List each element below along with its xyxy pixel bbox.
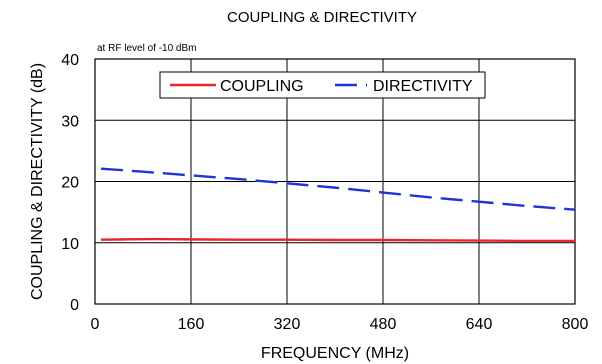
x-tick-label: 0 xyxy=(91,316,100,333)
y-tick-label: 0 xyxy=(70,297,79,314)
x-tick-label: 160 xyxy=(178,316,205,333)
y-tick-label: 10 xyxy=(61,236,79,253)
legend-label-directivity: DIRECTIVITY xyxy=(373,78,473,95)
y-tick-label: 40 xyxy=(61,52,79,69)
y-axis-label: COUPLING & DIRECTIVITY (dB) xyxy=(29,63,46,300)
legend: COUPLING DIRECTIVITY xyxy=(159,71,486,99)
y-tick-label: 20 xyxy=(61,175,79,192)
series-layer xyxy=(100,167,576,243)
plot-area-frame xyxy=(94,58,576,305)
x-tick-label: 640 xyxy=(466,316,493,333)
series-line-directivity xyxy=(100,167,576,211)
series-line-coupling xyxy=(100,237,575,243)
chart-title: COUPLING & DIRECTIVITY xyxy=(227,9,417,26)
rf-level-annotation: at RF level of -10 dBm xyxy=(97,43,196,54)
y-tick-labels: 0 10 20 30 40 xyxy=(61,52,79,314)
x-tick-labels: 0 160 320 480 640 800 xyxy=(91,316,589,333)
x-tick-label: 800 xyxy=(562,316,589,333)
x-tick-label: 320 xyxy=(274,316,301,333)
y-tick-label: 30 xyxy=(61,113,79,130)
x-axis-label: FREQUENCY (MHz) xyxy=(261,345,409,362)
legend-label-coupling: COUPLING xyxy=(220,78,304,95)
x-tick-label: 480 xyxy=(370,316,397,333)
